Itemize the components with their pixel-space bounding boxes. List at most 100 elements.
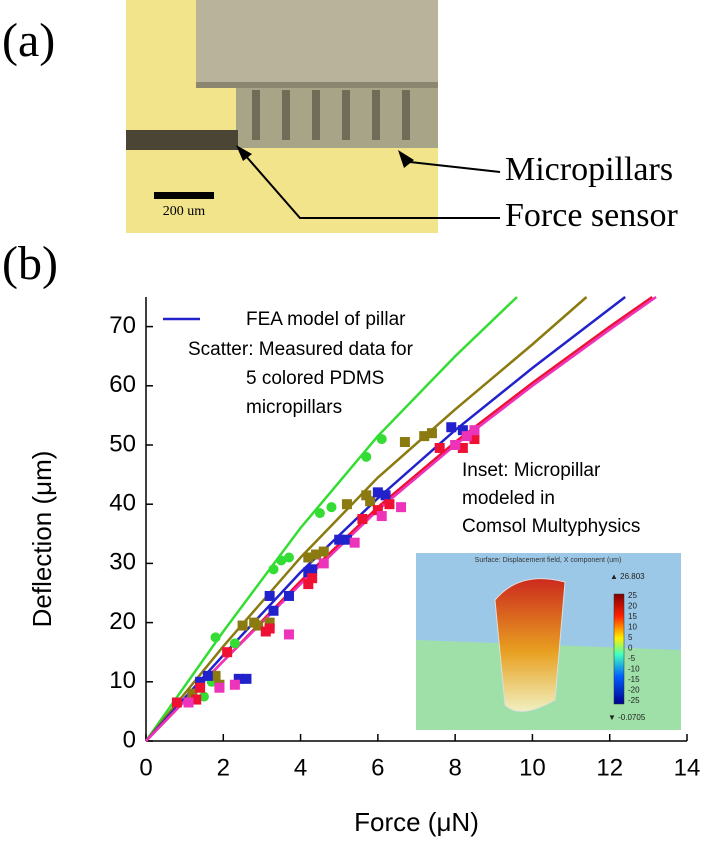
point — [396, 502, 407, 513]
colorbar-tick-label: -15 — [628, 675, 640, 684]
legend-label: FEA model of pillar — [246, 309, 406, 330]
point — [276, 555, 287, 566]
point — [268, 564, 279, 575]
colorbar-tick-label: 20 — [628, 602, 637, 611]
point — [357, 514, 368, 524]
point — [361, 451, 372, 462]
point — [283, 552, 294, 563]
y-tick-label: 70 — [109, 312, 136, 339]
fit-line — [144, 296, 518, 742]
point — [237, 620, 248, 631]
point — [372, 505, 383, 516]
y-tick-label: 30 — [109, 549, 136, 576]
colorbar-tick-label: -10 — [628, 665, 640, 674]
point — [365, 496, 376, 507]
point — [461, 431, 472, 442]
x-tick-label: 10 — [519, 754, 546, 781]
x-tick-label: 2 — [217, 754, 230, 781]
point — [311, 549, 322, 560]
inset: Surface: Displacement field, X component… — [416, 553, 681, 730]
point — [450, 440, 461, 450]
point — [264, 617, 275, 628]
point — [222, 647, 233, 658]
point — [187, 688, 198, 699]
point — [326, 502, 337, 513]
inset-max: ▲ 26.803 — [610, 572, 645, 581]
fit-line — [145, 295, 657, 742]
colorbar-tick-label: 5 — [628, 633, 633, 642]
annotation: Force sensor — [505, 197, 678, 234]
point — [426, 428, 437, 439]
x-tick-label: 8 — [448, 754, 461, 781]
point — [210, 670, 221, 681]
point — [241, 673, 252, 684]
x-tick-label: 14 — [674, 754, 701, 781]
panel-label: (b) — [2, 237, 58, 290]
point — [349, 537, 360, 548]
point — [318, 558, 329, 569]
annotation: Micropillars — [505, 151, 673, 188]
point — [191, 694, 202, 705]
y-tick-label: 40 — [109, 490, 136, 517]
point — [457, 442, 468, 453]
point — [384, 499, 395, 510]
point — [361, 490, 372, 501]
point — [283, 629, 294, 640]
point — [229, 679, 240, 690]
point — [264, 623, 275, 634]
x-axis-title: Force (μN) — [354, 807, 479, 837]
fit-line — [145, 296, 588, 742]
annotation: Comsol Multyphysics — [462, 516, 640, 537]
x-tick-label: 0 — [139, 754, 152, 781]
colorbar-tick-label: 25 — [628, 591, 637, 600]
colorbar-tick-label: -20 — [628, 686, 640, 695]
point — [307, 573, 318, 584]
point — [283, 590, 294, 601]
point — [264, 590, 275, 601]
point — [268, 605, 279, 616]
legend-label: micropillars — [246, 397, 342, 418]
point — [210, 632, 221, 643]
point — [399, 437, 410, 448]
inset-caption: Surface: Displacement field, X component… — [475, 557, 622, 564]
y-tick-label: 50 — [109, 430, 136, 457]
annotation: modeled in — [462, 488, 555, 509]
point — [303, 552, 314, 563]
point — [195, 682, 206, 693]
point — [434, 442, 445, 453]
y-axis-title: Deflection (μm) — [27, 451, 57, 628]
point — [318, 546, 329, 557]
point — [202, 670, 213, 681]
point — [457, 425, 468, 436]
point — [380, 490, 391, 501]
y-tick-label: 10 — [109, 667, 136, 694]
point — [314, 508, 325, 519]
colorbar-tick-label: 15 — [628, 612, 637, 621]
y-tick-label: 0 — [123, 726, 136, 753]
point — [307, 564, 318, 575]
photo: 200 um — [126, 0, 501, 233]
y-tick-label: 20 — [109, 608, 136, 635]
point — [419, 431, 430, 442]
panel-label: (a) — [2, 14, 55, 67]
x-tick-label: 6 — [371, 754, 384, 781]
point — [303, 579, 314, 590]
annotation: Inset: Micropillar — [462, 460, 601, 481]
scale-bar-label: 200 um — [163, 204, 206, 219]
point — [372, 487, 383, 498]
point — [446, 422, 457, 433]
point — [341, 499, 352, 510]
x-tick-label: 4 — [294, 754, 307, 781]
point — [376, 511, 387, 522]
point — [341, 534, 352, 545]
colorbar-tick-label: -25 — [628, 696, 640, 705]
point — [253, 620, 264, 631]
y-tick-label: 60 — [109, 371, 136, 398]
point — [195, 676, 206, 687]
point — [183, 697, 194, 708]
point — [171, 697, 182, 708]
point — [198, 691, 209, 702]
legend-label: Scatter: Measured data for — [188, 339, 414, 360]
